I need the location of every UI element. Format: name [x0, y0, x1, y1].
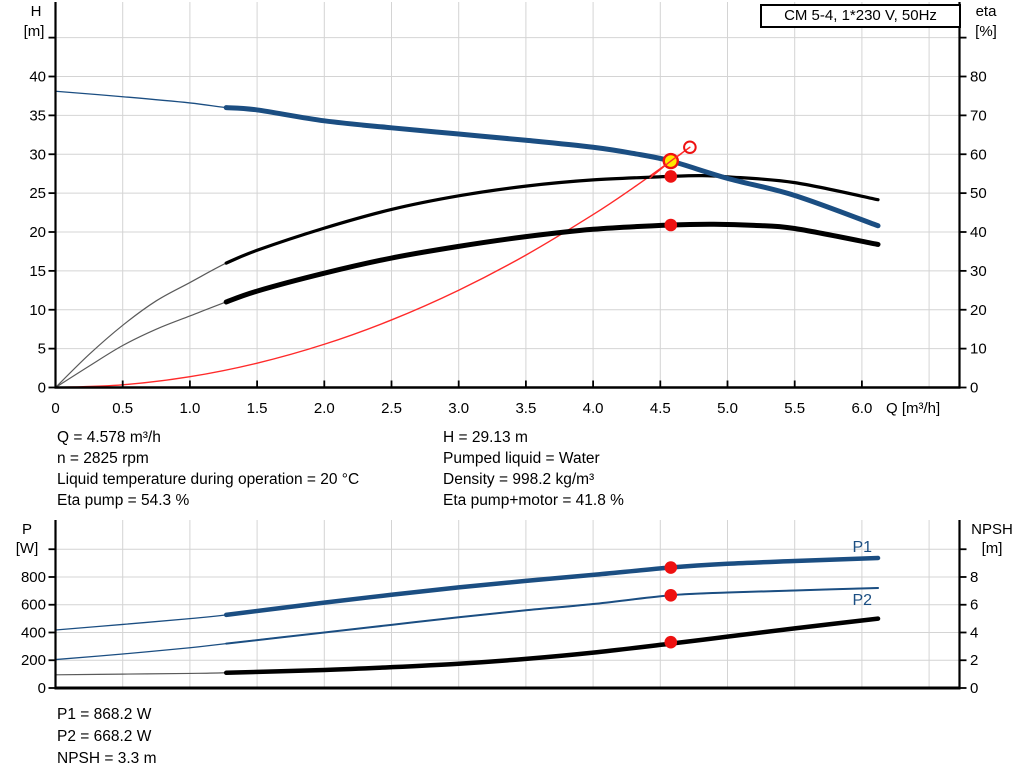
svg-text:4: 4	[970, 624, 978, 641]
eta-total-point	[664, 218, 678, 232]
svg-text:8: 8	[970, 569, 978, 586]
svg-text:35: 35	[29, 107, 46, 124]
info-pumped-liquid: Pumped liquid = Water	[443, 450, 600, 467]
svg-text:20: 20	[29, 224, 46, 241]
svg-text:0: 0	[51, 400, 59, 417]
p2-point	[664, 588, 678, 602]
info-speed: n = 2825 rpm	[57, 450, 149, 467]
svg-text:0: 0	[38, 380, 46, 397]
power-npsh-chart: 0 200 400 600 800 0 2 4 6 8 P [W] NPSH [m] P1 P2	[16, 520, 1013, 697]
info-density: Density = 998.2 kg/m³	[443, 471, 595, 488]
svg-text:eta: eta	[976, 3, 998, 20]
svg-text:2.5: 2.5	[381, 400, 402, 417]
eta-pump-point	[664, 170, 678, 183]
p1-point	[664, 561, 678, 574]
info-eta-pump: Eta pump = 54.3 %	[57, 492, 190, 509]
svg-text:800: 800	[21, 569, 46, 586]
svg-text:[m]: [m]	[24, 23, 45, 40]
info-p2: P2 = 668.2 W	[57, 728, 152, 745]
svg-text:2.0: 2.0	[314, 400, 335, 417]
svg-text:70: 70	[970, 107, 987, 124]
svg-text:60: 60	[970, 146, 987, 163]
svg-text:20: 20	[970, 302, 987, 319]
info-head: H = 29.13 m	[443, 429, 528, 446]
svg-text:0: 0	[970, 380, 978, 397]
svg-text:10: 10	[29, 302, 46, 319]
svg-text:25: 25	[29, 185, 46, 202]
svg-text:200: 200	[21, 652, 46, 669]
svg-text:10: 10	[970, 341, 987, 358]
svg-text:1.5: 1.5	[247, 400, 268, 417]
info-liquid-temperature: Liquid temperature during operation = 20…	[57, 471, 360, 488]
svg-text:40: 40	[970, 224, 987, 241]
svg-text:30: 30	[970, 263, 987, 280]
svg-text:Q [m³/h]: Q [m³/h]	[886, 400, 940, 417]
duty-info-left-column: Q = 4.578 m³/h n = 2825 rpm Liquid tempe…	[57, 427, 359, 511]
svg-text:2: 2	[970, 652, 978, 669]
svg-text:3.0: 3.0	[448, 400, 469, 417]
svg-text:1.0: 1.0	[179, 400, 200, 417]
power-info-column: P1 = 868.2 W P2 = 668.2 W NPSH = 3.3 m	[57, 704, 157, 770]
chart-title-box: CM 5-4, 1*230 V, 50Hz	[760, 4, 961, 28]
svg-text:600: 600	[21, 597, 46, 614]
svg-text:[m]: [m]	[982, 540, 1003, 557]
info-p1: P1 = 868.2 W	[57, 706, 152, 723]
svg-text:NPSH: NPSH	[971, 521, 1013, 538]
svg-text:5: 5	[38, 341, 46, 358]
svg-text:15: 15	[29, 263, 46, 280]
info-flow: Q = 4.578 m³/h	[57, 429, 161, 446]
svg-text:0.5: 0.5	[112, 400, 133, 417]
svg-text:3.5: 3.5	[515, 400, 536, 417]
svg-text:400: 400	[21, 624, 46, 641]
svg-text:0: 0	[38, 680, 46, 697]
svg-text:50: 50	[970, 185, 987, 202]
svg-text:[W]: [W]	[16, 540, 39, 557]
svg-text:5.0: 5.0	[717, 400, 738, 417]
info-eta-pump-motor: Eta pump+motor = 41.8 %	[443, 492, 624, 509]
info-npsh: NPSH = 3.3 m	[57, 750, 157, 767]
svg-text:0: 0	[970, 680, 978, 697]
svg-text:4.0: 4.0	[583, 400, 604, 417]
svg-text:P1: P1	[852, 539, 872, 556]
svg-text:H: H	[31, 3, 42, 20]
system-curve-end	[683, 140, 697, 155]
svg-text:30: 30	[29, 146, 46, 163]
npsh-point	[664, 635, 678, 649]
svg-text:6.0: 6.0	[851, 400, 872, 417]
svg-text:40: 40	[29, 69, 46, 86]
svg-text:4.5: 4.5	[650, 400, 671, 417]
svg-text:6: 6	[970, 597, 978, 614]
svg-text:[%]: [%]	[975, 23, 997, 40]
svg-text:P: P	[22, 521, 32, 538]
svg-text:P2: P2	[852, 592, 872, 609]
duty-info-right-column: H = 29.13 m Pumped liquid = Water Densit…	[443, 427, 624, 511]
svg-text:80: 80	[970, 69, 987, 86]
hq-chart: 0 5 10 15 20 25 30 35 40 0 10 20 30 40 50 60 70 80 0 0.5 1.0…	[24, 2, 998, 417]
svg-text:5.5: 5.5	[784, 400, 805, 417]
